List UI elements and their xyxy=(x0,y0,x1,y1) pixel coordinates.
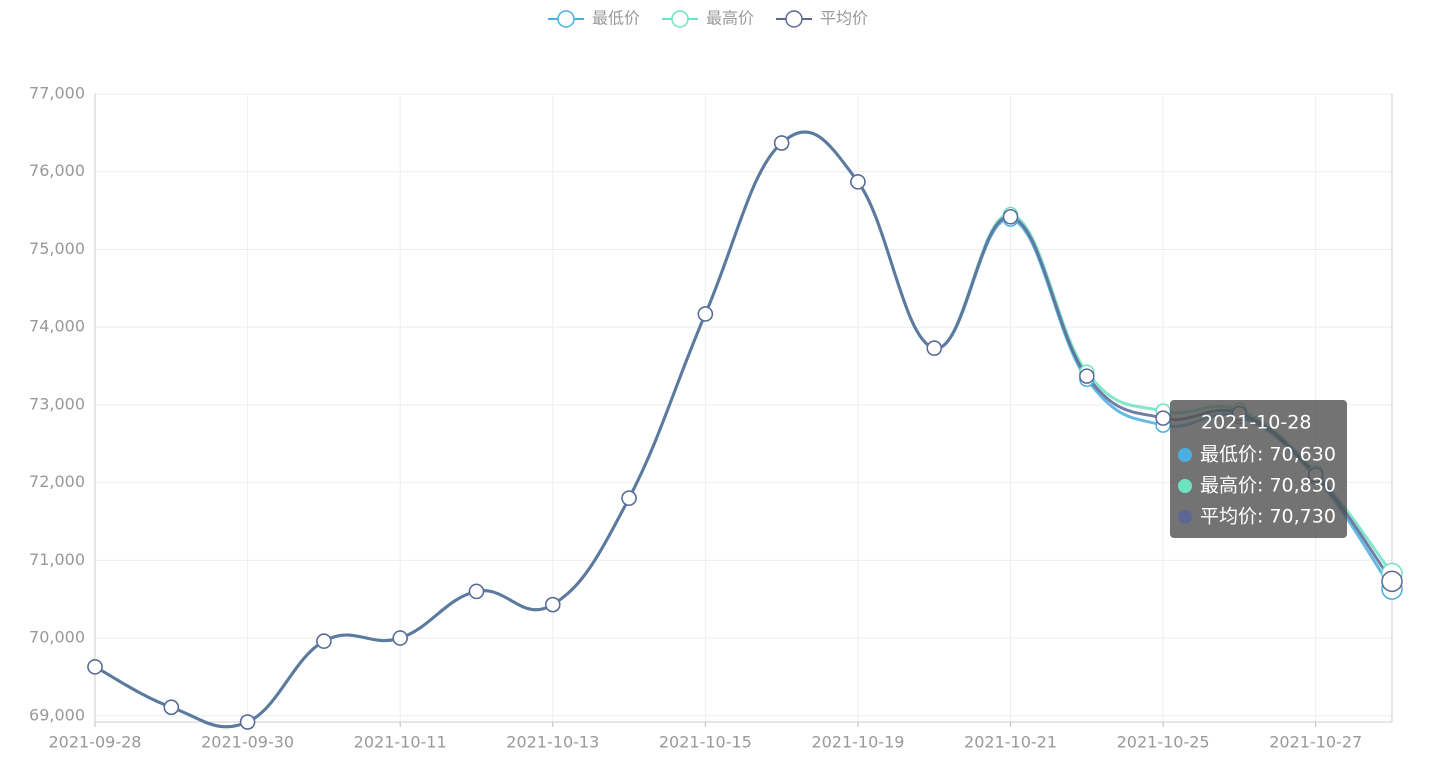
y-tick-label: 74,000 xyxy=(29,317,85,336)
point xyxy=(697,306,714,322)
tooltip-dot xyxy=(1178,479,1192,493)
point xyxy=(545,596,561,613)
tooltip-dot xyxy=(1178,448,1192,462)
y-tick-label: 70,000 xyxy=(29,628,85,647)
y-tick-label: 75,000 xyxy=(29,239,85,258)
y-tick-label: 72,000 xyxy=(29,472,85,491)
point xyxy=(1155,410,1171,426)
point xyxy=(468,583,485,600)
y-tick-label: 73,000 xyxy=(29,394,85,413)
x-tick-label: 2021-09-30 xyxy=(201,733,294,752)
x-tick-label: 2021-10-21 xyxy=(964,733,1057,752)
tooltip-item: 平均价: 70,730 xyxy=(1200,506,1336,528)
point xyxy=(1079,368,1095,384)
y-tick-label: 76,000 xyxy=(29,161,85,180)
tooltip-dot xyxy=(1178,510,1192,524)
point xyxy=(1002,209,1019,225)
y-tick-label: 77,000 xyxy=(29,84,85,103)
point xyxy=(392,630,408,646)
point xyxy=(239,714,256,730)
x-tick-label: 2021-10-19 xyxy=(811,733,904,752)
x-tick-label: 2021-10-13 xyxy=(506,733,599,752)
point xyxy=(926,340,942,356)
x-tick-label: 2021-10-15 xyxy=(659,733,752,752)
legend-label: 最低价 xyxy=(592,9,640,28)
tooltip-item: 最高价: 70,830 xyxy=(1200,475,1336,497)
legend-label: 平均价 xyxy=(820,9,868,28)
legend-marker xyxy=(785,10,803,28)
point xyxy=(316,633,332,649)
y-tick-label: 71,000 xyxy=(29,550,85,569)
tooltip xyxy=(1170,400,1347,538)
point xyxy=(773,135,790,151)
x-tick-label: 2021-10-25 xyxy=(1117,733,1210,752)
point xyxy=(87,659,103,675)
point xyxy=(1381,570,1403,593)
x-tick-label: 2021-10-11 xyxy=(354,733,447,752)
point xyxy=(621,490,637,506)
x-tick-label: 2021-10-27 xyxy=(1269,733,1362,752)
point xyxy=(163,699,180,715)
legend-label: 最高价 xyxy=(706,9,754,28)
x-tick-label: 2021-09-28 xyxy=(49,733,142,752)
legend-marker xyxy=(671,10,689,28)
legend-marker xyxy=(557,10,575,28)
tooltip-title: 2021-10-28 xyxy=(1201,412,1311,434)
y-tick-label: 69,000 xyxy=(29,705,85,724)
tooltip-item: 最低价: 70,630 xyxy=(1200,444,1336,466)
point xyxy=(850,174,866,190)
